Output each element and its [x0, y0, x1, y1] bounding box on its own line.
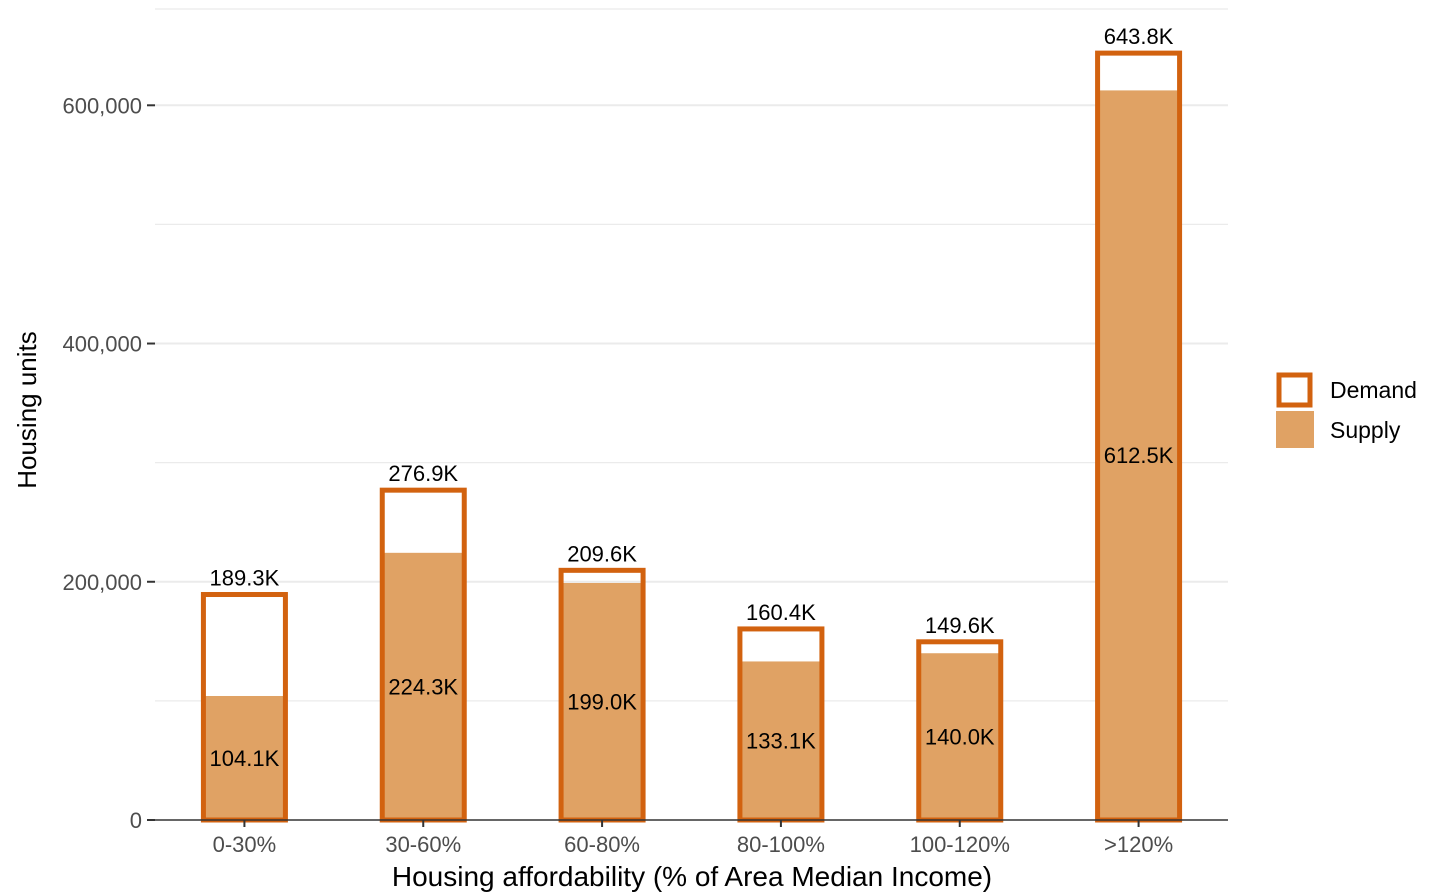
demand-value-label: 160.4K	[746, 600, 816, 625]
y-axis-title: Housing units	[12, 331, 42, 489]
supply-value-label: 104.1K	[210, 746, 280, 771]
x-axis-title: Housing affordability (% of Area Median …	[392, 861, 992, 892]
supply-bar	[201, 695, 288, 820]
x-axis: 0-30% 30-60% 60-80% 80-100% 100-120% >120%	[155, 819, 1228, 857]
supply-bar	[1095, 90, 1182, 820]
y-tick-label: 200,000	[62, 570, 142, 595]
supply-value-label: 612.5K	[1104, 443, 1174, 468]
x-tick-label: 0-30%	[213, 832, 277, 857]
legend-label-supply: Supply	[1330, 417, 1401, 443]
x-tick-label: 100-120%	[910, 832, 1010, 857]
demand-value-label: 189.3K	[210, 566, 280, 591]
y-tick-label: 600,000	[62, 93, 142, 118]
x-tick-label: >120%	[1104, 832, 1173, 857]
bars: 189.3K 104.1K 276.9K 224.3K 209.6K 199.0K 160.…	[200, 24, 1183, 823]
supply-bar	[380, 552, 467, 820]
y-axis: 0 200,000 400,000 600,000	[62, 93, 155, 833]
x-tick-label: 80-100%	[737, 832, 825, 857]
legend: Demand Supply	[1276, 372, 1417, 448]
demand-value-label: 149.6K	[925, 613, 995, 638]
demand-value-label: 643.8K	[1104, 24, 1174, 49]
supply-value-label: 224.3K	[388, 674, 458, 699]
x-tick-label: 60-80%	[564, 832, 640, 857]
supply-bar	[737, 661, 824, 820]
legend-key-supply	[1276, 411, 1314, 448]
y-tick-label: 0	[130, 808, 142, 833]
grid-lines	[155, 8, 1228, 702]
legend-key-demand	[1276, 372, 1313, 408]
supply-bar	[559, 582, 646, 820]
supply-value-label: 133.1K	[746, 729, 816, 754]
supply-bar	[916, 653, 1003, 820]
legend-label-demand: Demand	[1330, 377, 1417, 403]
supply-value-label: 199.0K	[567, 689, 637, 714]
x-tick-label: 30-60%	[385, 832, 461, 857]
demand-value-label: 276.9K	[388, 461, 458, 486]
y-tick-label: 400,000	[62, 332, 142, 357]
demand-value-label: 209.6K	[567, 541, 637, 566]
supply-value-label: 140.0K	[925, 725, 995, 750]
